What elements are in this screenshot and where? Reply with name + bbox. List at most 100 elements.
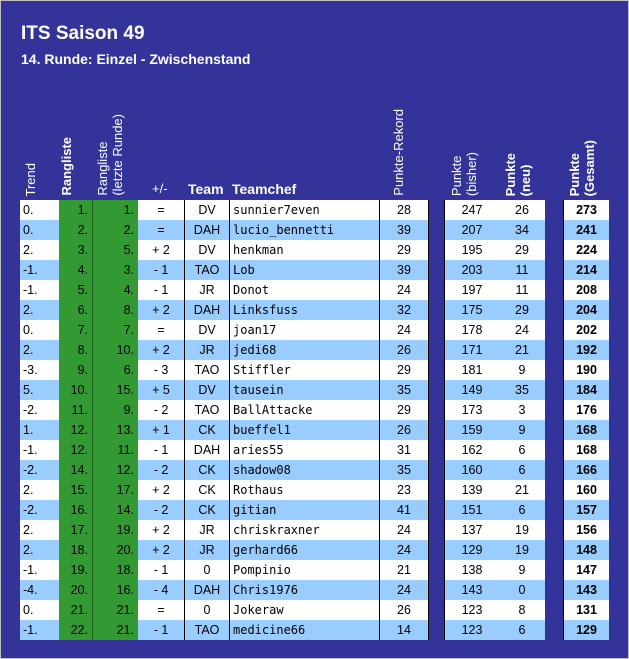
points-record-cell: 21: [379, 560, 429, 580]
trend-cell: 0.: [20, 220, 59, 240]
points-previous-cell: 173: [444, 400, 499, 420]
previous-rank-cell: 4.: [93, 280, 138, 300]
previous-rank-cell: 18.: [93, 560, 138, 580]
trend-cell: -3.: [20, 360, 59, 380]
trend-cell: -1.: [20, 260, 59, 280]
points-new-cell: 6: [499, 620, 545, 640]
previous-rank-cell: 21.: [93, 600, 138, 620]
rank-change-cell: - 1: [138, 260, 184, 280]
points-record-cell: 14: [379, 620, 429, 640]
points-new-cell: 21: [499, 340, 545, 360]
points-record-cell: 24: [379, 320, 429, 340]
rank-cell: 21.: [59, 600, 93, 620]
teamchef-cell: medicine66: [229, 620, 379, 640]
points-record-cell: 26: [379, 600, 429, 620]
team-cell: DAH: [184, 580, 229, 600]
rank-change-cell: + 2: [138, 240, 184, 260]
previous-rank-cell: 19.: [93, 520, 138, 540]
points-previous-cell: 197: [444, 280, 499, 300]
points-previous-cell: 139: [444, 480, 499, 500]
trend-cell: -1.: [20, 560, 59, 580]
table-row: -1. 19. 18. - 1 0 Pompinio 21 138 9 147: [20, 560, 629, 580]
rank-change-cell: =: [138, 600, 184, 620]
page-title: ITS Saison 49: [21, 23, 145, 44]
points-total-cell: 156: [563, 520, 609, 540]
rank-cell: 12.: [59, 420, 93, 440]
trend-cell: -2.: [20, 500, 59, 520]
trend-cell: -1.: [20, 280, 59, 300]
rank-change-cell: - 1: [138, 620, 184, 640]
teamchef-cell: gerhard66: [229, 540, 379, 560]
points-total-cell: 166: [563, 460, 609, 480]
points-record-cell: 39: [379, 220, 429, 240]
previous-rank-cell: 16.: [93, 580, 138, 600]
points-total-cell: 160: [563, 480, 609, 500]
points-previous-cell: 162: [444, 440, 499, 460]
points-previous-cell: 138: [444, 560, 499, 580]
points-new-cell: 6: [499, 500, 545, 520]
points-total-cell: 192: [563, 340, 609, 360]
points-previous-cell: 195: [444, 240, 499, 260]
points-new-cell: 9: [499, 420, 545, 440]
points-new-cell: 11: [499, 260, 545, 280]
table-row: 2. 17. 19. + 2 JR chriskraxner 24 137 19 156: [20, 520, 629, 540]
points-previous-cell: 175: [444, 300, 499, 320]
table-row: -4. 20. 16. - 4 DAH Chris1976 24 143 0 143: [20, 580, 629, 600]
rank-cell: 9.: [59, 360, 93, 380]
rank-change-cell: + 2: [138, 540, 184, 560]
team-cell: CK: [184, 420, 229, 440]
rank-change-cell: - 1: [138, 440, 184, 460]
teamchef-cell: joan17: [229, 320, 379, 340]
team-cell: CK: [184, 460, 229, 480]
team-cell: JR: [184, 280, 229, 300]
trend-cell: -1.: [20, 440, 59, 460]
trend-cell: 2.: [20, 480, 59, 500]
points-new-cell: 29: [499, 240, 545, 260]
points-total-cell: 273: [563, 200, 609, 220]
points-previous-cell: 181: [444, 360, 499, 380]
previous-rank-cell: 14.: [93, 500, 138, 520]
team-cell: DV: [184, 240, 229, 260]
teamchef-cell: Linksfuss: [229, 300, 379, 320]
rank-change-cell: =: [138, 220, 184, 240]
rank-cell: 1.: [59, 200, 93, 220]
table-row: -1. 5. 4. - 1 JR Donot 24 197 11 208: [20, 280, 629, 300]
table-row: -1. 22. 21. - 1 TAO medicine66 14 123 6 129: [20, 620, 629, 640]
trend-cell: 2.: [20, 240, 59, 260]
trend-cell: -2.: [20, 460, 59, 480]
rank-change-cell: + 2: [138, 300, 184, 320]
table-row: 2. 3. 5. + 2 DV henkman 29 195 29 224: [20, 240, 629, 260]
points-record-cell: 24: [379, 540, 429, 560]
points-record-cell: 32: [379, 300, 429, 320]
rank-cell: 11.: [59, 400, 93, 420]
rank-cell: 15.: [59, 480, 93, 500]
points-record-cell: 28: [379, 200, 429, 220]
previous-rank-cell: 11.: [93, 440, 138, 460]
table-row: 0. 1. 1. = DV sunnier7even 28 247 26 273: [20, 200, 629, 220]
previous-rank-cell: 9.: [93, 400, 138, 420]
points-record-cell: 26: [379, 420, 429, 440]
header-team: Team: [188, 181, 224, 197]
rank-change-cell: =: [138, 320, 184, 340]
teamchef-cell: aries55: [229, 440, 379, 460]
points-total-cell: 176: [563, 400, 609, 420]
team-cell: JR: [184, 540, 229, 560]
teamchef-cell: Chris1976: [229, 580, 379, 600]
points-new-cell: 21: [499, 480, 545, 500]
page-subtitle: 14. Runde: Einzel - Zwischenstand: [21, 51, 251, 67]
table-row: -2. 11. 9. - 2 TAO BallAttacke 29 173 3 176: [20, 400, 629, 420]
header-punkte-gesamt: Punkte (Gesamt): [567, 139, 597, 196]
table-row: -2. 14. 12. - 2 CK shadow08 35 160 6 166: [20, 460, 629, 480]
table-row: 2. 15. 17. + 2 CK Rothaus 23 139 21 160: [20, 480, 629, 500]
table-row: -3. 9. 6. - 3 TAO Stiffler 29 181 9 190: [20, 360, 629, 380]
points-total-cell: 147: [563, 560, 609, 580]
rank-cell: 2.: [59, 220, 93, 240]
points-record-cell: 35: [379, 380, 429, 400]
table-row: 0. 7. 7. = DV joan17 24 178 24 202: [20, 320, 629, 340]
points-record-cell: 26: [379, 340, 429, 360]
team-cell: JR: [184, 340, 229, 360]
teamchef-cell: Lob: [229, 260, 379, 280]
teamchef-cell: henkman: [229, 240, 379, 260]
points-record-cell: 23: [379, 480, 429, 500]
points-record-cell: 24: [379, 520, 429, 540]
